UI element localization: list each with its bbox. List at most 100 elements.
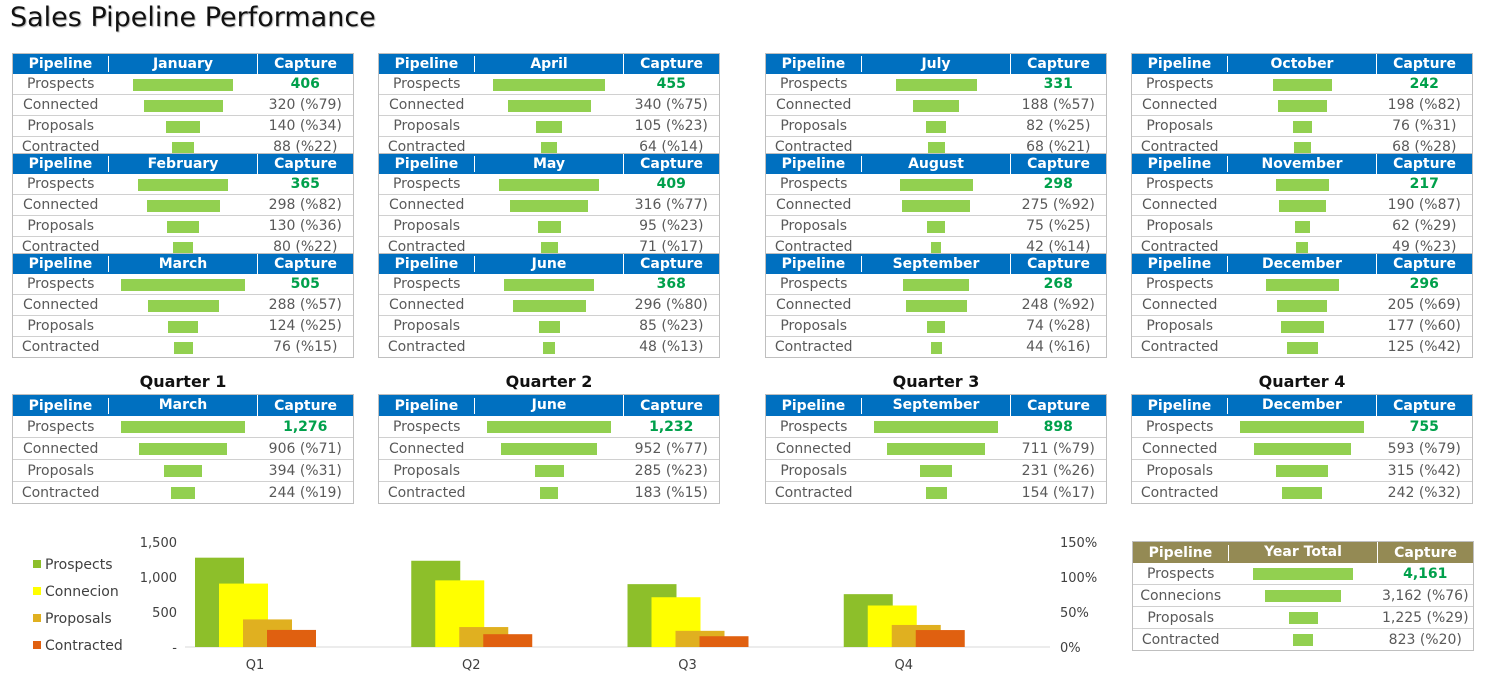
period-header: July (862, 54, 1012, 74)
table-row: Connected 593 (%79) (1132, 438, 1472, 460)
stage-label: Connected (1142, 197, 1218, 213)
period-header: June (475, 254, 625, 274)
capture-value: 242 (%32) (1387, 484, 1461, 501)
stage-label: Prospects (392, 276, 461, 292)
stage-bar (1280, 321, 1324, 333)
stage-label: Proposals (1146, 462, 1214, 479)
stage-label: Proposals (1146, 218, 1214, 234)
pipeline-header: Pipeline (1132, 256, 1228, 272)
stage-bar (541, 142, 558, 154)
capture-value: 130 (%36) (268, 218, 342, 234)
table-row: Proposals 315 (%42) (1132, 460, 1472, 482)
stage-bar-cell (1227, 95, 1376, 115)
stage-bar (1253, 443, 1351, 455)
table-row: Connected 198 (%82) (1132, 95, 1472, 116)
stage-label: Contracted (774, 339, 853, 355)
table-row: Contracted 244 (%19) (13, 482, 353, 503)
table-row: Proposals 105 (%23) (379, 116, 719, 137)
capture-header: Capture (1027, 256, 1090, 272)
stage-bar (930, 342, 942, 354)
pipeline-header: Pipeline (379, 397, 475, 414)
capture-value: 409 (656, 176, 686, 192)
stage-bar-cell (861, 274, 1010, 294)
capture-value: 188 (%57) (1021, 97, 1095, 113)
capture-value: 296 (%80) (634, 297, 708, 313)
table-row: Proposals 62 (%29) (1132, 216, 1472, 237)
stage-label: Connecions (1140, 587, 1222, 604)
stage-label: Contracted (774, 139, 853, 155)
table-row: Connected 340 (%75) (379, 95, 719, 116)
stage-bar-cell (474, 137, 623, 157)
table-row: Prospects 406 (13, 74, 353, 95)
stage-bar (146, 200, 220, 212)
stage-bar (504, 279, 595, 291)
stage-bar (534, 465, 564, 477)
stage-bar (121, 421, 246, 433)
table-row: Connected 188 (%57) (766, 95, 1106, 116)
stage-bar-cell (1228, 563, 1377, 584)
month-may-table: Pipeline May Capture Prospects 409 Connected 3… (378, 153, 720, 258)
stage-bar (927, 321, 946, 333)
table-row: Prospects 1,276 (13, 416, 353, 438)
stage-label: Connected (389, 440, 465, 457)
stage-bar (172, 142, 195, 154)
page-title: Sales Pipeline Performance (10, 2, 376, 33)
table-row: Connected 248 (%92) (766, 295, 1106, 316)
capture-value: 62 (%29) (1392, 218, 1457, 234)
table-row: Contracted 44 (%16) (766, 337, 1106, 357)
stage-label: Contracted (21, 339, 100, 355)
table-header: Pipeline December Capture (1132, 254, 1472, 274)
stage-bar-cell (108, 74, 257, 94)
stage-bar-cell (1228, 629, 1377, 650)
stage-bar (927, 142, 945, 154)
table-row: Prospects 296 (1132, 274, 1472, 295)
stage-bar-cell (1227, 316, 1376, 336)
stage-bar (167, 221, 200, 233)
capture-value: 42 (%14) (1026, 239, 1091, 255)
table-row: Connected 205 (%69) (1132, 295, 1472, 316)
stage-bar (143, 100, 223, 112)
legend-label: Proposals (45, 611, 112, 627)
month-april-table: Pipeline April Capture Prospects 455 Connecte… (378, 53, 720, 158)
stage-label: Prospects (392, 76, 461, 92)
quarterly-pipeline-chart: - 0% 500 50% 1,000 100% 1,500 150% Q1 Q2 Q3 Q4 Prosp… (33, 536, 1097, 673)
capture-value: 316 (%77) (634, 197, 708, 213)
legend-label: Prospects (45, 557, 112, 573)
legend-swatch (33, 641, 41, 649)
stage-label: Contracted (1140, 484, 1219, 501)
capture-value: 95 (%23) (639, 218, 704, 234)
stage-bar-cell (861, 174, 1010, 194)
bar-contracted-q4 (915, 630, 965, 647)
stage-label: Proposals (780, 218, 848, 234)
stage-label: Connected (389, 97, 465, 113)
pipeline-header: Pipeline (1133, 544, 1229, 561)
stage-label: Contracted (387, 339, 466, 355)
stage-bar-cell (861, 116, 1010, 136)
table-row: Proposals 394 (%31) (13, 460, 353, 482)
table-row: Proposals 285 (%23) (379, 460, 719, 482)
capture-value: 183 (%15) (634, 484, 708, 501)
stage-label: Contracted (21, 239, 100, 255)
table-row: Connected 275 (%92) (766, 195, 1106, 216)
stage-bar (147, 300, 219, 312)
period-header: December (1228, 395, 1378, 416)
stage-bar-cell (108, 337, 257, 357)
stage-label: Contracted (1140, 239, 1219, 255)
stage-label: Connected (23, 197, 99, 213)
capture-header: Capture (274, 256, 337, 272)
table-row: Proposals 76 (%31) (1132, 116, 1472, 137)
stage-bar (1276, 465, 1329, 477)
stage-bar (1278, 200, 1326, 212)
table-row: Connected 296 (%80) (379, 295, 719, 316)
table-row: Contracted 823 (%20) (1133, 629, 1473, 650)
capture-value: 64 (%14) (639, 139, 704, 155)
pipeline-header: Pipeline (1132, 156, 1228, 172)
table-row: Connected 952 (%77) (379, 438, 719, 460)
stage-bar (1288, 612, 1318, 624)
capture-value: 315 (%42) (1387, 462, 1461, 479)
stage-bar (927, 221, 946, 233)
table-row: Prospects 505 (13, 274, 353, 295)
pipeline-header: Pipeline (379, 56, 475, 72)
stage-label: Prospects (1145, 276, 1214, 292)
month-january-table: Pipeline January Capture Prospects 406 Connec… (12, 53, 354, 158)
